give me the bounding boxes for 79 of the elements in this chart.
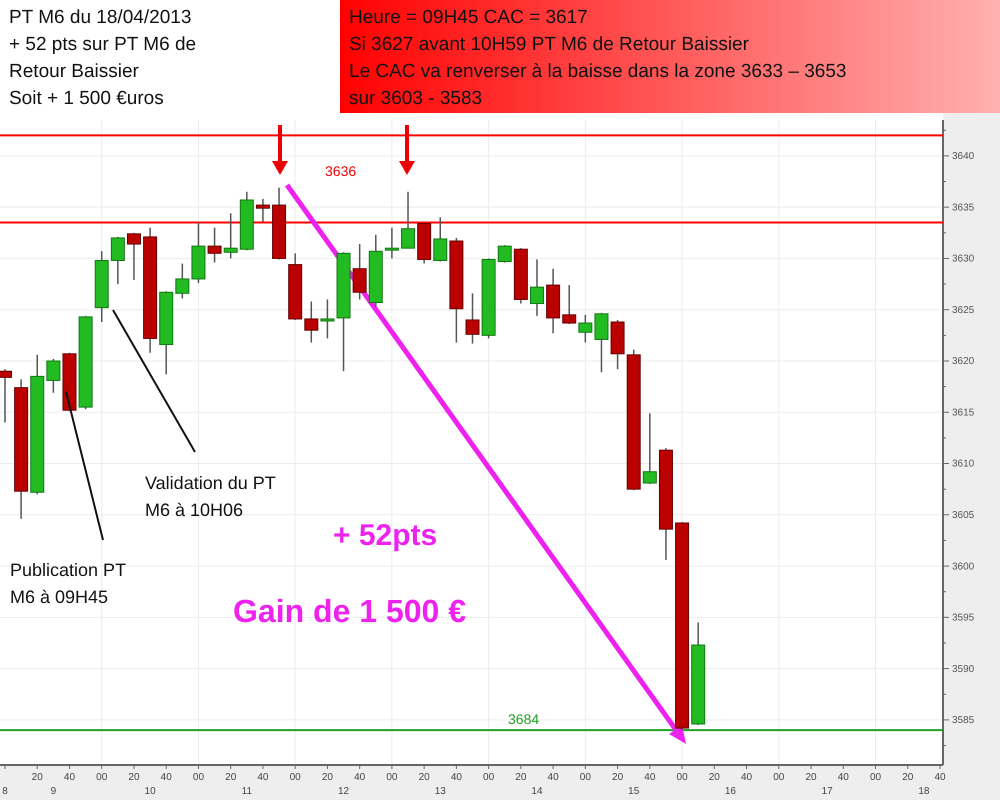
candlestick (498, 244, 512, 264)
x-tick-label: 00 (386, 772, 398, 784)
candlestick (466, 292, 480, 344)
x-tick-label: 40 (64, 772, 76, 784)
x-tick-label: 20 (322, 772, 334, 784)
x-tick-label: 00 (483, 772, 495, 784)
candlestick (256, 198, 270, 222)
candlestick (304, 300, 318, 344)
x-tick-label: 40 (644, 772, 656, 784)
candlestick (320, 298, 334, 340)
x-tick-label: 00 (676, 772, 688, 784)
x-tick-label: 40 (934, 772, 946, 784)
candlestick (126, 232, 141, 281)
chart-subtitle: Heure = 09H45 CAC = 3617 Si 3627 avant 10H59 PT M6 de Retour Baissier Le CAC va renverser à la baisse dans la zone 3633 – 3653 sur 3603 - 3583 (349, 7, 846, 109)
y-tick-label: 3625 (952, 304, 975, 316)
candlestick (224, 212, 238, 260)
x-tick-label: 15 (628, 786, 640, 798)
x-tick-label: 9 (50, 786, 57, 798)
annotation: Gain de 1 500 € (233, 593, 466, 629)
annotation: 3636 (325, 163, 356, 179)
x-tick-label: 8 (2, 786, 8, 798)
y-tick-label: 3635 (952, 202, 975, 214)
y-tick-label: 3600 (952, 561, 975, 572)
x-tick-label: 40 (354, 772, 366, 784)
x-tick-label: 00 (290, 772, 302, 784)
x-tick-label: 40 (740, 772, 753, 784)
x-tick-label: 12 (338, 786, 350, 798)
x-tick-label: 18 (918, 786, 930, 798)
candlestick (384, 226, 399, 260)
y-tick-label: 3615 (952, 407, 975, 418)
x-tick-label: 20 (708, 772, 720, 784)
x-tick-label: 17 (822, 786, 834, 798)
candlestick (401, 191, 416, 249)
y-tick-label: 3605 (952, 510, 975, 521)
x-tick-label: 40 (450, 772, 462, 784)
chart-title: PT M6 du 18/04/2013 + 52 pts sur PT M6 de Retour Baissier Soit + 1 500 €uros (9, 7, 196, 109)
candlestick (352, 243, 367, 300)
x-tick-label: 20 (225, 772, 237, 784)
x-tick-label: 11 (242, 786, 252, 798)
x-tick-label: 20 (612, 772, 624, 784)
y-tick-label: 3630 (952, 254, 975, 265)
x-tick-label: 40 (838, 772, 850, 784)
candlestick (208, 226, 222, 264)
x-tick-label: 20 (805, 772, 818, 784)
candlestick (642, 412, 657, 485)
candlestick (175, 262, 190, 300)
y-tick-label: 3585 (952, 715, 975, 726)
annotation: Validation du PT M6 à 10H06 (145, 473, 276, 520)
y-tick-label: 3595 (952, 612, 975, 624)
y-tick-label: 3610 (952, 458, 975, 470)
x-tick-label: 10 (144, 786, 156, 798)
x-tick-label: 00 (580, 772, 592, 784)
y-tick-label: 3640 (952, 151, 975, 162)
x-tick-label: 20 (902, 772, 914, 784)
x-tick-label: 00 (96, 772, 108, 784)
x-tick-label: 40 (160, 772, 172, 784)
x-tick-label: 20 (128, 772, 140, 784)
x-tick-label: 16 (724, 786, 736, 798)
annotation: 3684 (508, 711, 540, 727)
annotation: Publication PT M6 à 09H45 (10, 560, 126, 607)
x-tick-label: 20 (32, 772, 44, 784)
x-tick-label: 20 (515, 772, 527, 784)
x-tick-label: 20 (418, 772, 430, 784)
x-tick-label: 40 (548, 772, 560, 784)
candlestick (562, 284, 576, 325)
candlestick (110, 236, 125, 285)
y-tick-label: 3590 (952, 664, 975, 675)
y-tick-label: 3620 (952, 356, 975, 368)
x-tick-label: 00 (870, 772, 882, 784)
candlestick (46, 358, 60, 394)
candlestick (530, 258, 544, 317)
x-tick-label: 40 (257, 772, 269, 784)
x-tick-label: 14 (531, 786, 543, 798)
candlestick (578, 314, 592, 344)
x-tick-label: 00 (773, 772, 785, 784)
candlestick (433, 216, 448, 262)
annotation: + 52pts (333, 519, 438, 552)
x-tick-label: 00 (192, 772, 204, 784)
x-tick-label: 13 (434, 786, 446, 798)
